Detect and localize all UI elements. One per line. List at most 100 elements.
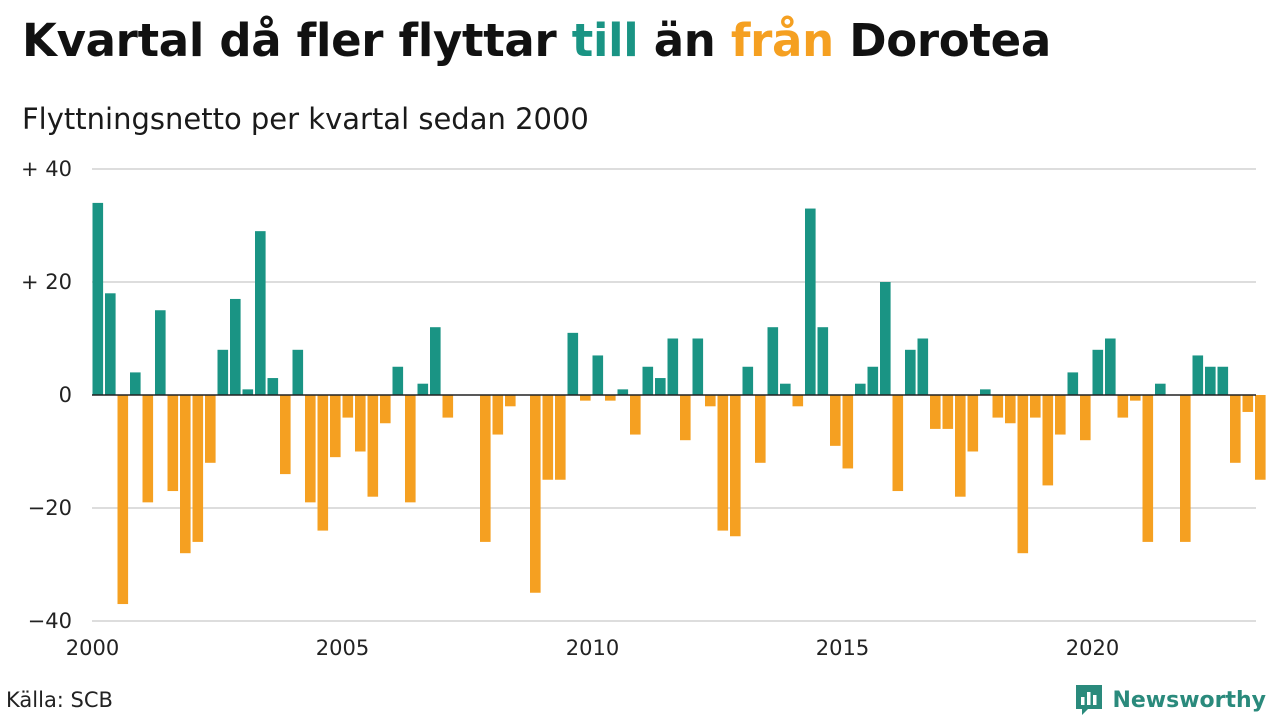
bar-2012-q4 [730, 395, 741, 537]
bar-2008-q1 [492, 395, 504, 435]
bar-2005-q3 [367, 395, 379, 497]
y-tick-label: −40 [28, 609, 72, 633]
bar-2002-q2 [205, 395, 216, 463]
bar-2010-q1 [592, 355, 604, 395]
bar-2017-q4 [980, 389, 991, 395]
bar-2012-q1 [692, 338, 704, 395]
bar-2002-q3 [217, 349, 229, 395]
bar-2014-q4 [830, 395, 841, 446]
bar-2004-q2 [305, 395, 316, 503]
bar-2013-q3 [767, 327, 779, 395]
bar-2018-q4 [1030, 395, 1041, 418]
bar-2009-q1 [542, 395, 554, 480]
bar-2010-q4 [630, 395, 641, 435]
bar-2020-q4 [1130, 395, 1141, 401]
source-note: Källa: SCB [6, 688, 113, 712]
bar-2002-q1 [192, 395, 204, 542]
bar-2000-q3 [117, 395, 129, 605]
bar-2020-q2 [1105, 338, 1116, 395]
bar-2010-q2 [605, 395, 616, 401]
bar-2003-q4 [280, 395, 291, 475]
bar-2017-q1 [942, 395, 954, 429]
bar-2000-q4 [130, 372, 141, 395]
bar-2003-q3 [267, 378, 279, 395]
bar-2022-q3 [1217, 366, 1229, 395]
bar-2001-q2 [155, 310, 166, 395]
bar-2013-q2 [755, 395, 766, 463]
bar-2019-q3 [1067, 372, 1079, 395]
bar-chart-speech-bubble-icon [1076, 685, 1103, 715]
bar-2016-q2 [905, 349, 916, 395]
x-tick-label: 2015 [816, 636, 869, 660]
bar-2020-q3 [1117, 395, 1129, 418]
bar-2020-q1 [1092, 349, 1104, 395]
brand-name: Newsworthy [1112, 687, 1266, 713]
bar-2015-q2 [855, 383, 866, 395]
bar-2004-q3 [317, 395, 329, 531]
bar-2019-q4 [1080, 395, 1091, 441]
bar-2011-q3 [667, 338, 679, 395]
x-tick-label: 2005 [316, 636, 369, 660]
bar-2015-q3 [867, 366, 879, 395]
bar-2003-q1 [242, 389, 254, 395]
bar-2021-q4 [1180, 395, 1191, 542]
bar-2016-q3 [917, 338, 929, 395]
bar-2014-q1 [792, 395, 804, 407]
bar-2015-q1 [842, 395, 854, 469]
bar-2015-q4 [880, 282, 891, 395]
bar-2011-q4 [680, 395, 691, 441]
bar-2006-q4 [430, 327, 441, 395]
bar-2013-q4 [780, 383, 791, 395]
bar-2002-q4 [230, 298, 241, 395]
bar-2023-q1 [1242, 395, 1254, 412]
chart-title: Kvartal då fler flyttar till än från Dor… [22, 14, 1051, 67]
bar-2008-q2 [505, 395, 516, 407]
bar-2011-q1 [642, 366, 654, 395]
title-part-3: än [638, 14, 731, 67]
bar-2001-q3 [167, 395, 179, 492]
bar-2009-q3 [567, 332, 579, 395]
bar-2014-q3 [817, 327, 829, 395]
bar-2001-q1 [142, 395, 154, 503]
bar-2003-q2 [255, 231, 266, 395]
bar-2022-q1 [1192, 355, 1204, 395]
bar-2001-q4 [180, 395, 191, 554]
bar-2016-q4 [930, 395, 941, 429]
bar-2017-q2 [955, 395, 966, 497]
bar-2013-q1 [742, 366, 754, 395]
x-tick-label: 2020 [1066, 636, 1119, 660]
bar-2006-q2 [405, 395, 416, 503]
bar-2005-q4 [380, 395, 391, 424]
bar-2014-q2 [805, 208, 816, 395]
bar-2022-q4 [1230, 395, 1241, 463]
y-tick-label: + 40 [21, 157, 72, 181]
bar-2017-q3 [967, 395, 979, 452]
bar-2009-q4 [580, 395, 591, 401]
bar-2004-q1 [292, 349, 304, 395]
bars [92, 202, 1266, 605]
bar-2018-q3 [1017, 395, 1029, 554]
bar-2021-q1 [1142, 395, 1154, 542]
y-tick-label: −20 [28, 496, 72, 520]
bar-2007-q1 [442, 395, 454, 418]
y-tick-label: 0 [59, 383, 72, 407]
bar-2008-q4 [530, 395, 541, 593]
x-axis-ticks: 2000 2005 2010 2015 2020 [66, 636, 1119, 660]
bar-2011-q2 [655, 378, 666, 395]
bar-2000-q1 [92, 202, 104, 395]
bar-2005-q2 [355, 395, 366, 452]
title-word-fran: från [730, 14, 834, 67]
title-part-5: Dorotea [833, 14, 1051, 67]
bar-2007-q4 [480, 395, 491, 542]
x-tick-label: 2010 [566, 636, 619, 660]
bar-2004-q4 [330, 395, 341, 458]
bar-2019-q1 [1042, 395, 1054, 486]
bar-2018-q2 [1005, 395, 1016, 424]
bar-2022-q2 [1205, 366, 1216, 395]
title-word-till: till [571, 14, 639, 67]
bar-2009-q2 [555, 395, 566, 480]
chart-subtitle: Flyttningsnetto per kvartal sedan 2000 [22, 102, 589, 136]
bar-2021-q2 [1155, 383, 1166, 395]
bar-2019-q2 [1055, 395, 1066, 435]
